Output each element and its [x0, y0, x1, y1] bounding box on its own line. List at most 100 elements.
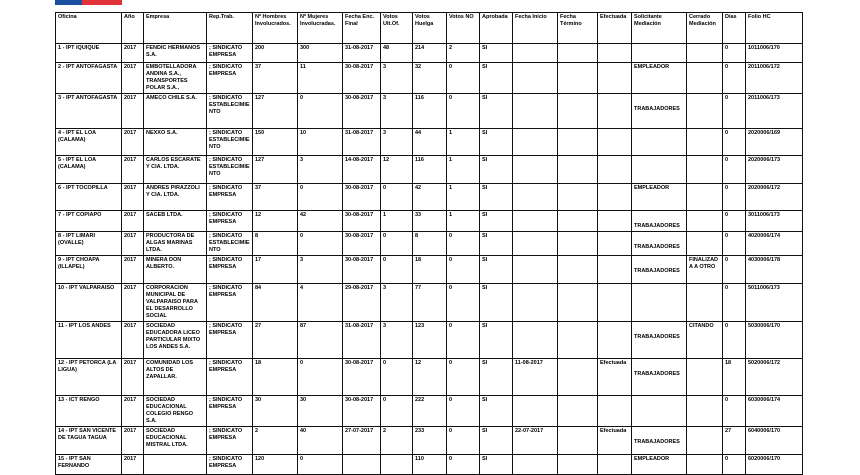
column-header: Aprobada [479, 12, 513, 44]
cell-text: 2020006/172 [748, 185, 781, 191]
table-row: 8 - IPT LIMARI (OVALLE) 2017 PRODUCTORA DE… [55, 231, 803, 256]
cell-text: 42 [300, 212, 307, 218]
cell-text: 3011006/173 [748, 212, 780, 218]
cell-text: 12 [383, 157, 390, 163]
table-cell: EMPLEADOR [631, 183, 687, 211]
cell-text: 2017 [124, 212, 137, 218]
cell-text: 0 [725, 157, 729, 163]
table-cell: 0 [380, 395, 413, 427]
cell-text: SI [482, 130, 488, 136]
cell-text: ; SINDICATO EMPRESA [209, 397, 243, 410]
cell-text: 0 [725, 64, 729, 70]
cell-text: ; SINDICATO EMPRESA [209, 285, 243, 298]
cell-text: 0 [449, 360, 453, 366]
column-header: Nº Hombres Involucrados. [252, 12, 298, 44]
table-cell [512, 255, 558, 284]
table-cell [557, 43, 598, 63]
table-cell: 48 [380, 43, 413, 63]
cell-text: 87 [300, 323, 307, 329]
table-cell [512, 395, 558, 427]
table-cell: 12 [252, 210, 298, 232]
table-cell: 1 [446, 183, 480, 211]
cell-text: 30-08-2017 [345, 212, 374, 218]
table-cell [686, 283, 723, 322]
table-cell: 33 [412, 210, 447, 232]
cell-text: 0 [300, 456, 304, 462]
table-cell [631, 43, 687, 63]
table-cell: 17 [252, 255, 298, 284]
table-cell [686, 454, 723, 475]
table-cell [512, 128, 558, 156]
table-cell: ; SINDICATO ESTABLECIMIENTO [206, 93, 253, 129]
table-cell: SI [479, 321, 513, 359]
cell-text: 9 - IPT CHOAPA (ILLAPEL) [58, 257, 100, 270]
cell-text: SI [482, 45, 488, 51]
table-cell [557, 283, 598, 322]
table-cell: 0 [722, 210, 746, 232]
cell-text: ; SINDICATO EMPRESA [209, 212, 243, 225]
table-cell: 18 [412, 255, 447, 284]
table-cell: 0 [297, 454, 343, 475]
cell-text: 2017 [124, 185, 137, 191]
table-cell: 30-08-2017 [342, 255, 381, 284]
table-cell [631, 155, 687, 184]
cell-text: 116 [415, 157, 424, 163]
table-row: 6 - IPT TOCOPILLA 2017 ANDRES PIRAZZOLI Y … [55, 183, 803, 211]
cell-text: 27-07-2017 [345, 428, 374, 434]
cell-text: Efectuada [600, 360, 627, 366]
table-cell: 0 [722, 155, 746, 184]
table-cell: 2020006/169 [745, 128, 803, 156]
table-cell: 1 [380, 210, 413, 232]
cell-text: 30 [300, 397, 307, 403]
cell-text: SI [482, 95, 488, 101]
cell-text: 48 [383, 45, 390, 51]
column-header: Folio HC [745, 12, 803, 44]
cell-text: 110 [415, 456, 424, 462]
cell-text: 12 [255, 212, 262, 218]
cell-text: 13 - ICT RENGO [58, 397, 100, 403]
table-cell [512, 62, 558, 94]
cell-text: 1 [449, 185, 453, 191]
cell-text: 3 [383, 95, 387, 101]
cell-text: SI [482, 397, 488, 403]
cell-text: ; SINDICATO ESTABLECIMIENTO [209, 95, 250, 115]
table-cell: 2017 [121, 426, 144, 455]
cell-text: 233 [415, 428, 425, 434]
table-cell [686, 358, 723, 396]
cell-text: ; SINDICATO EMPRESA [209, 428, 243, 441]
table-cell: 0 [380, 255, 413, 284]
table-cell [686, 43, 723, 63]
table-cell: ; SINDICATO EMPRESA [206, 395, 253, 427]
cell-text: 42 [415, 185, 422, 191]
table-cell [512, 183, 558, 211]
table-cell [686, 395, 723, 427]
cell-text: 200 [255, 45, 265, 51]
table-cell: CORPORACION MUNICIPAL DE VALPARAISO PARA… [143, 283, 207, 322]
cell-text: 120 [255, 456, 265, 462]
table-cell: 2017 [121, 231, 144, 256]
table-cell: SI [479, 255, 513, 284]
cell-text: SI [482, 64, 488, 70]
table-cell [597, 155, 632, 184]
column-header: Solicitante Mediación [631, 12, 687, 44]
table-cell: 30-08-2017 [342, 210, 381, 232]
table-cell: 11 - IPT LOS ANDES [55, 321, 122, 359]
table-cell: SACEB LTDA. [143, 210, 207, 232]
cell-text: 0 [725, 212, 729, 218]
cell-text: 0 [449, 428, 453, 434]
table-cell: 2017 [121, 283, 144, 322]
table-cell: ; SINDICATO ESTABLECIMIENTO [206, 231, 253, 256]
cell-text: 127 [255, 157, 265, 163]
cell-text: 5 - IPT EL LOA (CALAMA) [58, 157, 96, 170]
cell-text: 222 [415, 397, 425, 403]
table-cell: TRABAJADORES [631, 321, 687, 359]
cell-text: 2017 [124, 95, 137, 101]
cell-text: 0 [300, 185, 304, 191]
table-cell: 0 [446, 321, 480, 359]
table-cell: 2 [446, 43, 480, 63]
table-cell: 150 [252, 128, 298, 156]
table-cell [557, 321, 598, 359]
table-cell: 22-07-2017 [512, 426, 558, 455]
cell-text: 2 [255, 428, 259, 434]
cell-text: 0 [383, 397, 387, 403]
